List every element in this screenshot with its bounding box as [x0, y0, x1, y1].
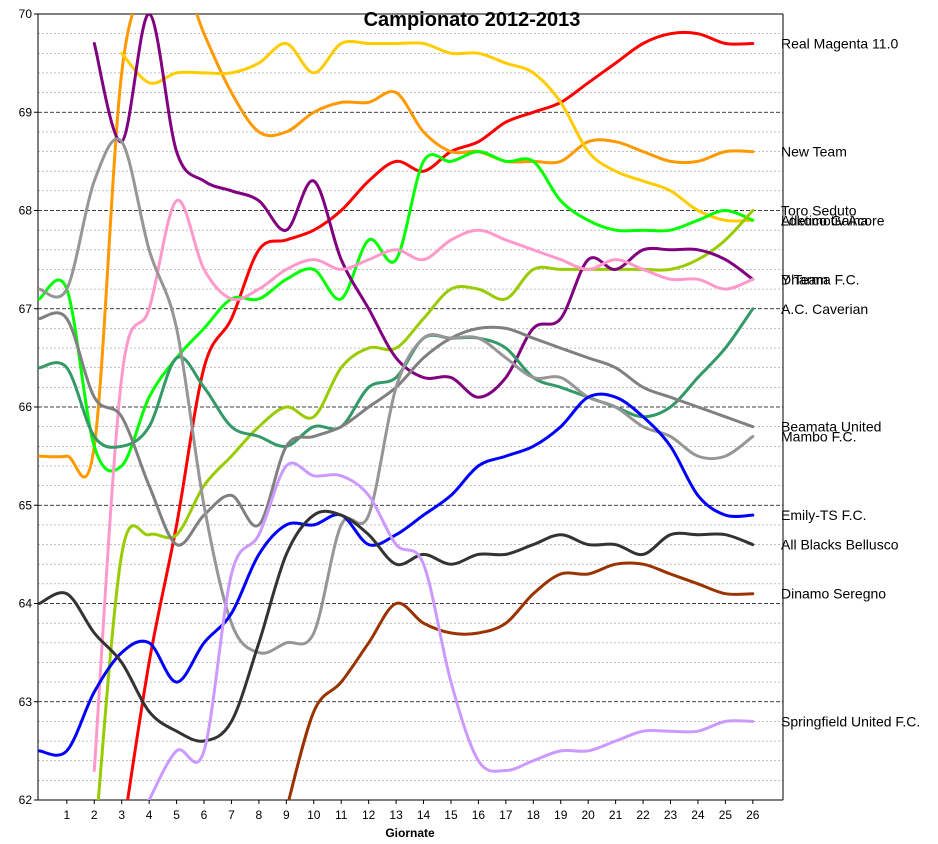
y-tick-label: 64 [19, 597, 33, 611]
x-axis-label: Giornate [385, 826, 435, 840]
series-label: Emily-TS F.C. [781, 507, 867, 523]
y-tick-label: 62 [19, 793, 33, 807]
series-line [147, 461, 755, 800]
y-tick-label: 69 [19, 105, 33, 119]
series-label: All Blacks Bellusco [781, 537, 899, 553]
y-tick-label: 70 [19, 7, 33, 21]
chart-title: Campionato 2012-2013 [364, 9, 581, 31]
x-tick-label: 8 [256, 808, 263, 822]
x-tick-label: 11 [335, 808, 348, 822]
series-line [38, 150, 755, 473]
x-tick-label: 21 [609, 808, 623, 822]
x-tick-label: 15 [444, 808, 458, 822]
series-line [38, 509, 755, 743]
series-label: A.C. Caverian [781, 301, 868, 317]
series-label: New Team [781, 144, 847, 160]
x-tick-label: 2 [91, 808, 98, 822]
x-tick-label: 10 [307, 808, 321, 822]
x-tick-label: 22 [636, 808, 650, 822]
x-tick-label: 1 [63, 808, 70, 822]
series-line [38, 307, 755, 449]
series-label: Beamata United [781, 419, 881, 435]
x-tick-label: 26 [746, 808, 760, 822]
series-line [126, 30, 755, 800]
series-label: Dinamo Seregno [781, 586, 886, 602]
series-line [287, 561, 755, 800]
x-tick-label: 9 [283, 808, 290, 822]
series-line [38, 137, 755, 655]
series-line [38, 392, 755, 757]
series-line [38, 311, 755, 547]
series-label: Lokomotiv Acore [781, 212, 885, 228]
series-line [38, 14, 755, 479]
x-tick-label: 20 [581, 808, 595, 822]
x-tick-label: 18 [527, 808, 541, 822]
x-tick-label: 5 [173, 808, 180, 822]
x-tick-label: 19 [554, 808, 568, 822]
x-tick-label: 3 [118, 808, 125, 822]
x-tick-label: 24 [691, 808, 705, 822]
y-tick-label: 68 [19, 204, 33, 218]
x-tick-label: 6 [201, 808, 208, 822]
series-line [96, 209, 755, 800]
x-tick-label: 23 [664, 808, 678, 822]
series-label: Springfield United F.C. [781, 713, 920, 729]
series-label: Y Team [781, 271, 828, 287]
series-label: Dharma F.C. [781, 271, 860, 287]
x-tick-label: 13 [389, 808, 403, 822]
x-tick-label: 16 [472, 808, 486, 822]
y-tick-label: 67 [19, 302, 33, 316]
series-label: Toro Seduto [781, 203, 857, 219]
series-lines [38, 14, 755, 800]
series-labels: Real Magenta 11.0 New Team Toro SedutoLoko… [781, 35, 920, 729]
x-tick-label: 12 [362, 808, 376, 822]
x-tick-label: 17 [499, 808, 513, 822]
series-label: Atletico Gaina [781, 212, 868, 228]
x-tick-label: 14 [417, 808, 431, 822]
series-label: Real Magenta 11.0 [781, 35, 898, 51]
series-label: Mambo F.C. [781, 428, 856, 444]
series-line [92, 199, 755, 772]
x-tick-label: 4 [146, 808, 153, 822]
x-tick-label: 25 [719, 808, 733, 822]
x-tick-label: 7 [228, 808, 235, 822]
series-line [92, 14, 755, 399]
y-tick-label: 65 [19, 498, 33, 512]
y-tick-label: 66 [19, 400, 33, 414]
y-tick-label: 63 [19, 695, 33, 709]
series-line [120, 39, 755, 223]
